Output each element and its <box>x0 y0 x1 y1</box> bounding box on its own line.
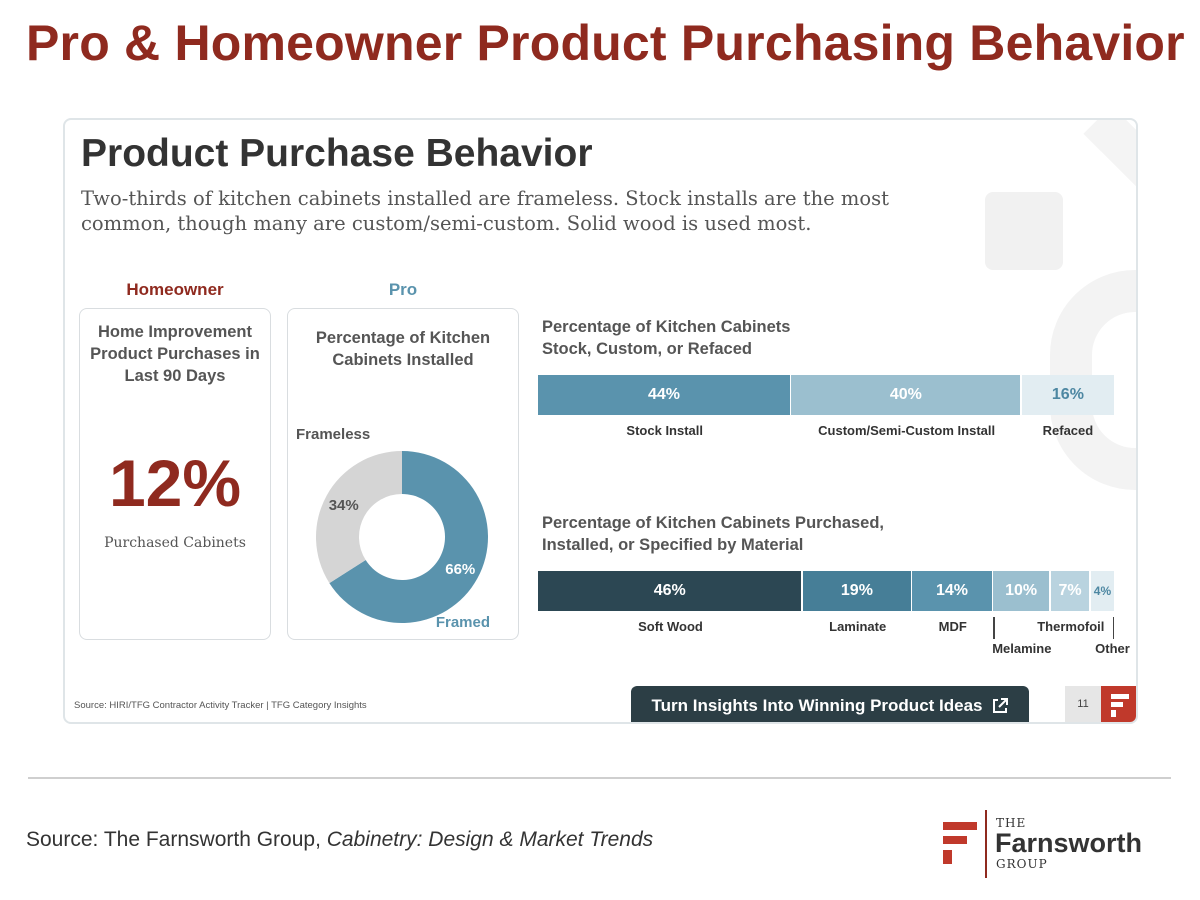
bar-segment-melamine: 10% <box>993 571 1050 611</box>
donut-category-label-framed: Framed <box>436 614 490 631</box>
homeowner-card: Home Improvement Product Purchases in La… <box>79 308 271 640</box>
bar-category-label: Other <box>1095 641 1130 656</box>
slide-subtitle: Two-thirds of kitchen cabinets installed… <box>81 187 889 235</box>
bar-segment-mdf: 14% <box>912 571 992 611</box>
homeowner-header: Homeowner <box>126 280 224 299</box>
farnsworth-mini-logo <box>1101 686 1136 722</box>
logo-divider <box>985 810 987 878</box>
donut-slice-frameless <box>316 451 402 584</box>
cta-label: Turn Insights Into Winning Product Ideas <box>651 696 983 715</box>
bar-segment-laminate: 19% <box>802 571 911 611</box>
footer-source-title: Cabinetry: Design & Market Trends <box>326 828 654 851</box>
homeowner-stat-caption: Purchased Cabinets <box>104 535 246 551</box>
footer-divider <box>28 777 1171 779</box>
slide-panel: Product Purchase Behavior Two-thirds of … <box>63 118 1138 724</box>
page-number: 11 <box>1065 686 1101 722</box>
logo-the: THE <box>996 816 1027 830</box>
stock-custom-stacked-bar: 44% 40% 16% <box>538 375 1114 415</box>
donut-chart: 66% 34% Frameless Framed <box>296 426 490 631</box>
bar-category-label: Melamine <box>992 641 1052 656</box>
label-leader-line <box>1112 617 1114 639</box>
bar-category-label: Soft Wood <box>638 619 703 634</box>
bar-segment-other: 4% <box>1090 571 1114 611</box>
logo-name: Farnsworth <box>995 828 1143 858</box>
decorative-shape <box>1083 120 1136 219</box>
pro-header: Pro <box>388 280 418 299</box>
footer-source-prefix: Source: The Farnsworth Group, <box>26 828 327 851</box>
donut-slice-framed <box>329 451 488 623</box>
bar-segment-thermofoil: 7% <box>1050 571 1090 611</box>
bar-category-label: Refaced <box>1042 423 1094 438</box>
bar-segment-stock-install: 44% <box>538 375 790 415</box>
material-chart-title: Percentage of Kitchen Cabinets Purchased… <box>542 514 885 554</box>
bar-segment-custom-semi-custom-install: 40% <box>791 375 1021 415</box>
material-stacked-bar: 46% 19% 14% 10% 7% 4% <box>538 571 1114 611</box>
page-title: Pro & Homeowner Product Purchasing Behav… <box>26 15 1185 71</box>
donut-value-label-framed: 66% <box>445 561 475 578</box>
external-link-icon <box>992 698 1008 713</box>
bar-segment-soft-wood: 46% <box>538 571 802 611</box>
slide-source: Source: HIRI/TFG Contractor Activity Tra… <box>74 700 367 711</box>
bar-category-label: MDF <box>938 619 967 634</box>
insights-cta-button[interactable]: Turn Insights Into Winning Product Ideas <box>631 686 1029 722</box>
farnsworth-logo-mark <box>943 822 977 864</box>
bar-category-label: Stock Install <box>626 423 704 438</box>
pro-card: Percentage of Kitchen Cabinets Installed… <box>287 308 519 640</box>
label-leader-line <box>993 617 995 639</box>
homeowner-card-title: Home Improvement Product Purchases in La… <box>90 323 260 385</box>
slide-title: Product Purchase Behavior <box>81 132 593 175</box>
bar-category-label: Thermofoil <box>1037 619 1105 634</box>
footer-source: Source: The Farnsworth Group, Cabinetry:… <box>26 828 653 852</box>
homeowner-stat-value: 12% <box>108 446 242 520</box>
pro-card-title: Percentage of Kitchen Cabinets Installed <box>315 329 491 369</box>
donut-value-label-frameless: 34% <box>329 497 359 514</box>
decorative-shape <box>985 192 1063 270</box>
bar-category-label: Laminate <box>829 619 887 634</box>
logo-group: GROUP <box>996 857 1048 871</box>
bar-segment-refaced: 16% <box>1021 375 1114 415</box>
donut-category-label-frameless: Frameless <box>296 426 370 443</box>
stock-custom-chart-title: Percentage of Kitchen Cabinets Stock, Cu… <box>542 318 791 358</box>
farnsworth-logo: THE Farnsworth GROUP <box>943 810 1173 882</box>
bar-category-label: Custom/Semi-Custom Install <box>818 423 996 438</box>
